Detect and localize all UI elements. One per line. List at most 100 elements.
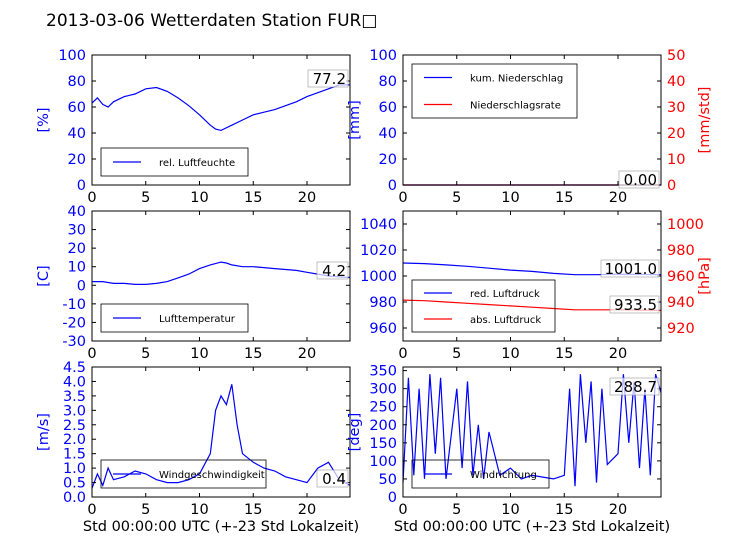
y-tick-label-wind-direction: 0 xyxy=(388,490,397,506)
y-tick-label-pressure: 960 xyxy=(369,321,397,337)
y-tick-label-temperature: -20 xyxy=(62,315,86,331)
x-tick-label-humidity: 15 xyxy=(244,190,262,206)
legend-box-humidity xyxy=(100,147,249,177)
x-tick-label-wind-speed: 20 xyxy=(298,502,316,518)
annotation-wind-speed-0: 0.4 xyxy=(322,470,346,488)
annotation-temperature-0: 4.2 xyxy=(322,262,346,280)
x-tick-label-temperature: 15 xyxy=(244,346,262,362)
plot-frame-wind-speed xyxy=(91,366,351,498)
y-tick-label-temperature: -10 xyxy=(62,297,86,313)
x-tick-label-precipitation: 15 xyxy=(555,190,573,206)
y-tick-label-temperature: 0 xyxy=(77,278,86,294)
legend-box-pressure xyxy=(411,279,556,333)
y-tick-label-humidity: 80 xyxy=(68,74,86,90)
y-tick-label-precipitation: 80 xyxy=(379,74,397,90)
x-tick-label-pressure: 15 xyxy=(555,346,573,362)
y-tick-label-wind-speed: 1.0 xyxy=(63,461,86,477)
x-axis-label-wind-direction: Std 00:00:00 UTC (+-23 Std Lokalzeit) xyxy=(394,519,670,535)
y2-tick-label-pressure: 920 xyxy=(667,321,695,337)
annotation-humidity-0: 77.2 xyxy=(313,70,346,88)
y-tick-label-wind-direction: 350 xyxy=(369,364,397,380)
series-line-humidity-0 xyxy=(91,84,350,132)
annotation-box-pressure-0 xyxy=(600,259,660,278)
annotation-precipitation-0: 0.00 xyxy=(624,171,657,189)
y-tick-label-precipitation: 20 xyxy=(379,152,397,168)
y-tick-label-wind-speed: 0.5 xyxy=(63,476,86,492)
legend-label-precipitation-1: Niederschlagsrate xyxy=(470,101,561,112)
panel-pressure: 0 5 10 15 20 960 980 1000 1020 1040 920 940 960 980 10… xyxy=(360,210,713,362)
y-tick-label-humidity: 60 xyxy=(68,100,86,116)
plot-frame-humidity xyxy=(91,54,351,186)
panel-wind-speed: 0 5 10 15 20 0.00.51.01.52.02.53.03.54.04.5 [m… xyxy=(36,360,359,535)
x-tick-label-humidity: 5 xyxy=(141,190,150,206)
y-axis-label-temperature: [C] xyxy=(36,265,52,286)
y2-tick-label-pressure: 960 xyxy=(667,269,695,285)
y-tick-label-humidity: 0 xyxy=(77,178,86,194)
y2-tick-label-precipitation: 10 xyxy=(667,152,685,168)
y-axis-label-humidity: [%] xyxy=(36,107,52,132)
annotation-box-wind-speed-0 xyxy=(316,469,349,488)
y2-tick-label-precipitation: 40 xyxy=(667,74,685,90)
annotation-box-humidity-0 xyxy=(307,69,349,88)
y2-tick-label-precipitation: 0 xyxy=(667,178,676,194)
x-tick-label-humidity: 0 xyxy=(87,190,96,206)
y-tick-label-wind-speed: 4.0 xyxy=(63,374,86,390)
y-tick-label-wind-direction: 300 xyxy=(369,382,397,398)
x-tick-label-wind-speed: 5 xyxy=(141,502,150,518)
y2-tick-label-precipitation: 20 xyxy=(667,126,685,142)
legend-label-pressure-1: abs. Luftdruck xyxy=(470,315,541,326)
y-axis-label-wind-speed: [m/s] xyxy=(36,413,52,451)
annotation-pressure-1: 933.5 xyxy=(614,296,657,314)
x-tick-label-pressure: 0 xyxy=(398,346,407,362)
x-tick-label-humidity: 20 xyxy=(298,190,316,206)
x-tick-label-wind-speed: 0 xyxy=(87,502,96,518)
y-tick-label-wind-speed: 3.0 xyxy=(63,403,86,419)
y-tick-label-temperature: 20 xyxy=(68,241,86,257)
x-tick-label-precipitation: 0 xyxy=(398,190,407,206)
legend-box-wind-speed xyxy=(100,459,267,489)
annotation-wind-direction-0: 288.7 xyxy=(614,378,657,396)
y-tick-label-temperature: 10 xyxy=(68,260,86,276)
legend-box-temperature xyxy=(100,303,249,333)
legend-label-pressure-0: red. Luftdruck xyxy=(470,289,540,300)
y-tick-label-humidity: 40 xyxy=(68,126,86,142)
y-tick-label-precipitation: 60 xyxy=(379,100,397,116)
panel-precipitation: 0 5 10 15 20 0 20 40 60 80 100 0 10 20 30 40 50 [mm] [mm/s… xyxy=(347,48,713,206)
x-axis-label-wind-speed: Std 00:00:00 UTC (+-23 Std Lokalzeit) xyxy=(83,519,359,535)
series-line-temperature-0 xyxy=(92,261,351,285)
y2-tick-label-pressure: 940 xyxy=(667,295,695,311)
y-tick-label-humidity: 100 xyxy=(58,48,86,64)
y-tick-label-temperature: 40 xyxy=(68,204,86,220)
y-tick-label-wind-direction: 100 xyxy=(369,454,397,470)
annotation-box-wind-direction-0 xyxy=(609,377,660,396)
y-tick-label-precipitation: 0 xyxy=(388,178,397,194)
plot-frame-wind-direction xyxy=(402,366,662,498)
legend-box-wind-direction xyxy=(411,459,550,489)
y-tick-label-wind-speed: 4.5 xyxy=(63,360,86,376)
x-tick-label-precipitation: 5 xyxy=(452,190,461,206)
y-tick-label-wind-speed: 1.5 xyxy=(63,447,86,463)
x-tick-label-wind-speed: 10 xyxy=(190,502,208,518)
panel-humidity: 0 5 10 15 20 0 20 40 60 80 100 [%] rel. Luftfeuchte 7… xyxy=(36,48,351,206)
y-tick-label-wind-direction: 150 xyxy=(369,436,397,452)
panel-temperature: 0 5 10 15 20 -30 -20 -10 0 10 20 30 40 [C] Lufttempera… xyxy=(36,204,351,362)
x-tick-label-pressure: 5 xyxy=(452,346,461,362)
y-tick-label-pressure: 1000 xyxy=(360,269,397,285)
figure-title: 2013-03-06 Wetterdaten Station FUR□ xyxy=(46,11,377,31)
plot-frame-precipitation xyxy=(402,54,662,186)
x-tick-label-wind-direction: 10 xyxy=(501,502,519,518)
x-tick-label-temperature: 20 xyxy=(298,346,316,362)
annotation-box-pressure-1 xyxy=(609,295,660,314)
x-tick-label-wind-direction: 5 xyxy=(452,502,461,518)
legend-label-temperature-0: Lufttemperatur xyxy=(159,314,236,325)
x-tick-label-wind-direction: 0 xyxy=(398,502,407,518)
y2-tick-label-pressure: 1000 xyxy=(667,217,704,233)
series-line-wind-speed-0 xyxy=(91,384,351,489)
y-axis-label-precipitation: [mm] xyxy=(347,100,363,140)
annotation-box-temperature-0 xyxy=(316,261,349,280)
y2-axis-label-precipitation: [mm/std] xyxy=(697,87,713,154)
plot-frame-temperature xyxy=(91,210,351,342)
